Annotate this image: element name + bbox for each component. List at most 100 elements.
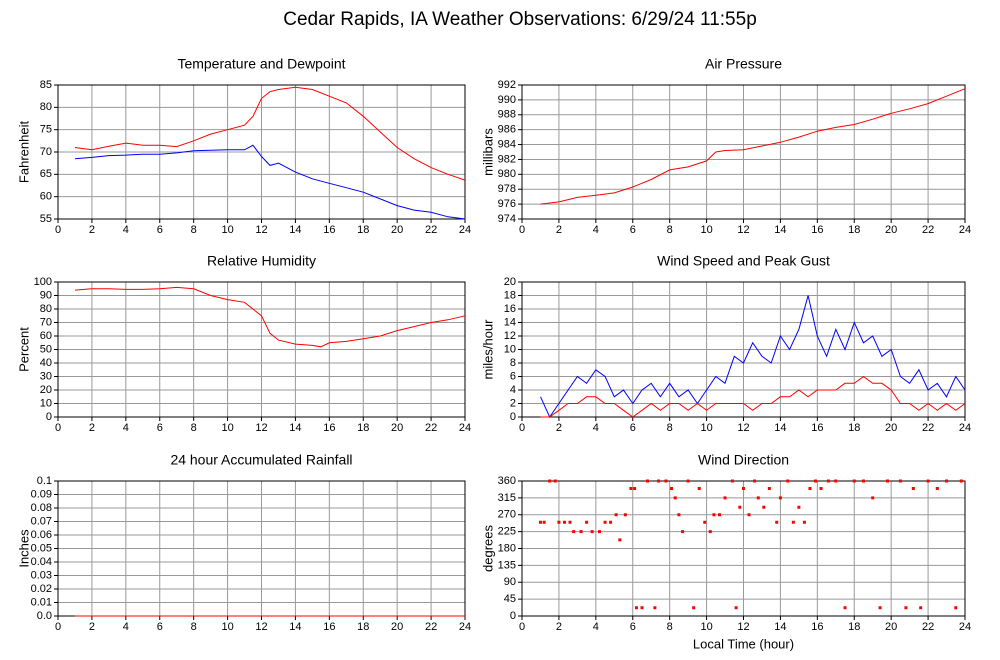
x-tick-label: 24 bbox=[459, 621, 471, 633]
x-tick-label: 12 bbox=[255, 422, 267, 434]
y-tick-label: 135 bbox=[498, 559, 516, 571]
x-tick-label: 12 bbox=[255, 224, 267, 236]
x-tick-label: 4 bbox=[123, 224, 129, 236]
x-tick-label: 16 bbox=[811, 422, 823, 434]
x-tick-label: 18 bbox=[357, 621, 369, 633]
data-point bbox=[791, 520, 795, 524]
y-tick-label: 8 bbox=[510, 357, 516, 369]
data-point bbox=[904, 606, 908, 610]
y-axis-label: Percent bbox=[16, 327, 31, 372]
x-tick-label: 10 bbox=[221, 422, 233, 434]
x-tick-label: 6 bbox=[157, 621, 163, 633]
data-point bbox=[657, 479, 661, 483]
x-tick-label: 20 bbox=[391, 621, 403, 633]
x-tick-label: 2 bbox=[556, 224, 562, 236]
x-tick-label: 22 bbox=[425, 224, 437, 236]
x-tick-label: 16 bbox=[323, 621, 335, 633]
data-point bbox=[557, 520, 561, 524]
x-tick-label: 0 bbox=[55, 422, 61, 434]
x-tick-label: 22 bbox=[922, 621, 934, 633]
x-tick-label: 0 bbox=[55, 224, 61, 236]
y-tick-label: 65 bbox=[40, 168, 52, 180]
data-point bbox=[753, 479, 757, 483]
y-tick-label: 0.01 bbox=[31, 596, 52, 608]
data-point bbox=[538, 520, 542, 524]
y-tick-label: 974 bbox=[498, 213, 516, 225]
x-tick-label: 4 bbox=[593, 621, 599, 633]
data-point bbox=[734, 606, 738, 610]
data-point bbox=[802, 520, 806, 524]
y-tick-label: 75 bbox=[40, 124, 52, 136]
data-point bbox=[959, 479, 963, 483]
data-point bbox=[686, 479, 690, 483]
chart-title: 24 hour Accumulated Rainfall bbox=[170, 452, 352, 468]
y-tick-label: 0.09 bbox=[31, 488, 52, 500]
data-point bbox=[756, 496, 760, 500]
y-tick-label: 14 bbox=[504, 316, 516, 328]
x-tick-label: 2 bbox=[89, 621, 95, 633]
y-tick-label: 0.08 bbox=[31, 502, 52, 514]
data-point bbox=[871, 496, 875, 500]
data-point bbox=[623, 513, 627, 517]
data-point bbox=[911, 487, 915, 490]
x-tick-label: 4 bbox=[123, 422, 129, 434]
x-tick-label: 6 bbox=[630, 422, 636, 434]
y-tick-label: 0 bbox=[510, 411, 516, 423]
data-point bbox=[603, 520, 607, 524]
y-tick-label: 20 bbox=[40, 384, 52, 396]
y-tick-label: 980 bbox=[498, 168, 516, 180]
data-point bbox=[629, 487, 633, 490]
data-point bbox=[712, 513, 716, 517]
y-tick-label: 10 bbox=[40, 397, 52, 409]
y-axis-label: Fahrenheit bbox=[16, 121, 31, 184]
y-tick-label: 55 bbox=[40, 213, 52, 225]
data-line bbox=[74, 86, 466, 181]
y-tick-label: 0.03 bbox=[31, 569, 52, 581]
x-tick-label: 4 bbox=[593, 224, 599, 236]
data-point bbox=[609, 520, 613, 524]
x-tick-label: 20 bbox=[885, 422, 897, 434]
x-tick-label: 8 bbox=[667, 224, 673, 236]
x-tick-label: 24 bbox=[459, 224, 471, 236]
data-point bbox=[677, 513, 681, 517]
y-tick-label: 50 bbox=[40, 343, 52, 355]
data-point bbox=[843, 606, 847, 610]
data-point bbox=[808, 487, 812, 490]
x-tick-label: 6 bbox=[630, 621, 636, 633]
data-line bbox=[540, 295, 966, 419]
x-tick-label: 12 bbox=[737, 621, 749, 633]
data-point bbox=[572, 530, 576, 534]
y-axis-label: degrees bbox=[480, 525, 495, 572]
data-point bbox=[542, 520, 546, 524]
data-point bbox=[708, 530, 712, 534]
y-tick-label: 85 bbox=[40, 79, 52, 91]
data-point bbox=[935, 487, 939, 490]
data-point bbox=[633, 487, 637, 490]
y-tick-label: 270 bbox=[498, 509, 516, 521]
data-point bbox=[640, 606, 644, 610]
data-point bbox=[826, 479, 830, 483]
chart-title: Wind Speed and Peak Gust bbox=[657, 253, 830, 269]
chart-title: Air Pressure bbox=[705, 56, 782, 72]
y-tick-label: 90 bbox=[504, 576, 516, 588]
x-tick-label: 6 bbox=[630, 224, 636, 236]
x-tick-label: 10 bbox=[221, 621, 233, 633]
data-point bbox=[548, 479, 552, 483]
y-tick-label: 0.05 bbox=[31, 542, 52, 554]
y-tick-label: 45 bbox=[504, 593, 516, 605]
x-tick-label: 22 bbox=[922, 422, 934, 434]
x-tick-label: 18 bbox=[357, 422, 369, 434]
data-point bbox=[919, 606, 923, 610]
data-point bbox=[819, 487, 823, 490]
data-point bbox=[834, 479, 838, 483]
y-tick-label: 60 bbox=[40, 330, 52, 342]
x-tick-label: 16 bbox=[323, 224, 335, 236]
data-point bbox=[703, 520, 707, 524]
y-tick-label: 986 bbox=[498, 124, 516, 136]
plot-frame bbox=[521, 480, 966, 617]
x-tick-label: 12 bbox=[737, 224, 749, 236]
data-point bbox=[885, 479, 889, 483]
x-tick-label: 8 bbox=[191, 224, 197, 236]
x-tick-label: 6 bbox=[157, 422, 163, 434]
data-point bbox=[861, 479, 865, 483]
